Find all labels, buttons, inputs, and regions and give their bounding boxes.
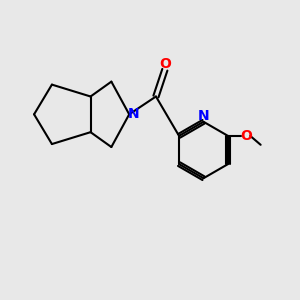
Text: N: N	[198, 110, 209, 123]
Text: N: N	[128, 107, 140, 121]
Text: O: O	[241, 129, 253, 143]
Text: O: O	[159, 57, 171, 71]
